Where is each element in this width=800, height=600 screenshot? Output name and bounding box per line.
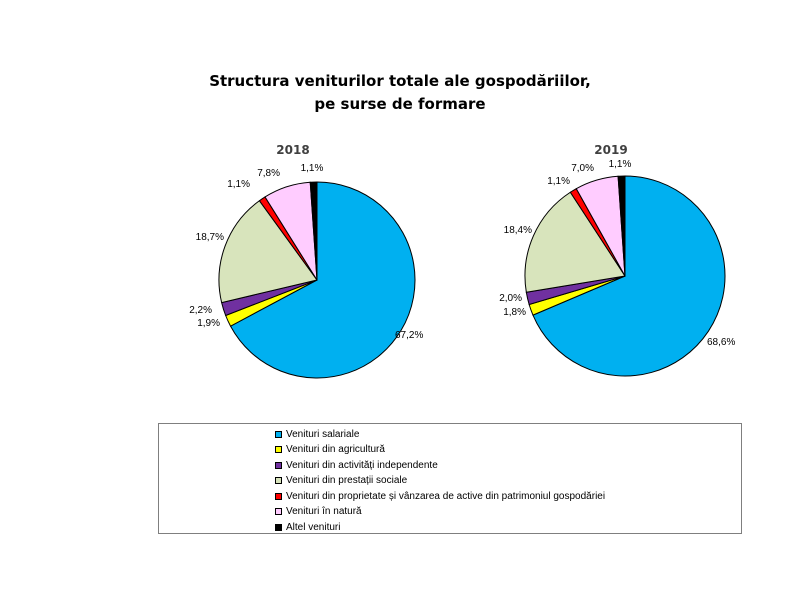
pie-chart-2018: 2018 67,2% 1,9% 2,2% 18,7% 1,1% 7,8% 1,1% (189, 143, 423, 379)
data-label: 2,2% (189, 305, 212, 316)
legend-item: Venituri în natură (275, 504, 362, 520)
data-label: 18,7% (196, 232, 224, 243)
legend-item: Venituri salariale (275, 426, 359, 442)
legend-swatch (275, 446, 282, 453)
pie-slice (617, 175, 626, 277)
legend-item: Venituri din prestații sociale (275, 473, 407, 489)
data-label: 18,4% (504, 225, 532, 236)
legend-label: Venituri din proprietate și vânzarea de … (286, 490, 606, 502)
pie-slice (309, 181, 318, 281)
data-label: 2,0% (499, 293, 522, 304)
legend-label: Venituri din agricultură (286, 444, 385, 455)
pie-slice (229, 181, 416, 379)
data-label: 7,8% (257, 168, 280, 179)
data-label: 68,6% (707, 337, 735, 348)
legend-item: Venituri din activități independente (275, 457, 438, 473)
legend-label: Venituri în natură (286, 506, 362, 517)
legend-swatch (275, 523, 282, 531)
data-label: 7,0% (571, 163, 594, 174)
legend-item: Venituri din proprietate și vânzarea de … (275, 488, 605, 504)
legend-swatch (275, 508, 282, 515)
data-label: 1,1% (547, 176, 570, 187)
legend-swatch (275, 430, 282, 438)
data-label: 1,1% (227, 179, 250, 190)
data-label: 1,1% (609, 159, 632, 170)
legend-item: Altel venituri (275, 519, 340, 535)
pie-title: 2019 (594, 143, 627, 157)
legend-item: Venituri din agricultură (275, 442, 385, 458)
pie-title: 2018 (276, 143, 309, 157)
legend-swatch (275, 492, 282, 500)
chart-title-line1: Structura veniturilor totale ale gospodă… (209, 72, 591, 90)
legend-swatch (275, 461, 282, 469)
pie-slice (524, 191, 626, 293)
chart-title: Structura veniturilor totale ale gospodă… (0, 70, 800, 116)
data-label: 67,2% (395, 330, 423, 341)
pie-slice (218, 200, 318, 304)
legend-label: Venituri salariale (286, 428, 360, 440)
legend-swatch (275, 477, 282, 484)
chart-legend: Venituri salariale Venituri din agricultu… (158, 423, 742, 534)
legend-label: Venituri din activități independente (286, 459, 438, 471)
chart-title-line2: pe surse de formare (314, 95, 486, 113)
data-label: 1,8% (503, 307, 526, 318)
data-label: 1,9% (197, 318, 220, 329)
data-label: 1,1% (301, 163, 324, 174)
legend-label: Venituri din prestații sociale (286, 475, 408, 486)
legend-label: Altel venituri (286, 521, 341, 533)
pie-slice (532, 175, 726, 377)
